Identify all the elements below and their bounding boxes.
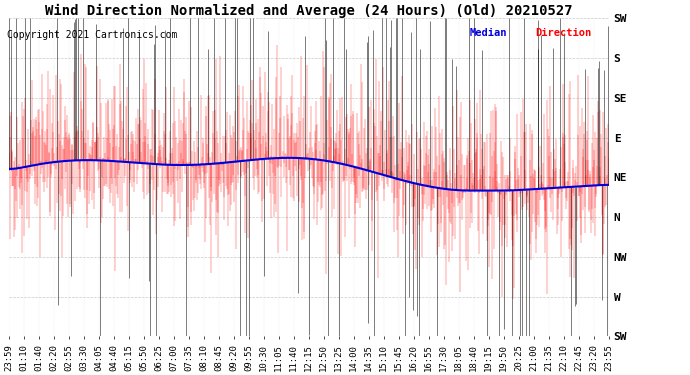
Title: Wind Direction Normalized and Average (24 Hours) (Old) 20210527: Wind Direction Normalized and Average (2…: [45, 4, 573, 18]
Text: Direction: Direction: [535, 28, 591, 38]
Text: Copyright 2021 Cartronics.com: Copyright 2021 Cartronics.com: [7, 30, 177, 39]
Text: Median: Median: [469, 28, 506, 38]
